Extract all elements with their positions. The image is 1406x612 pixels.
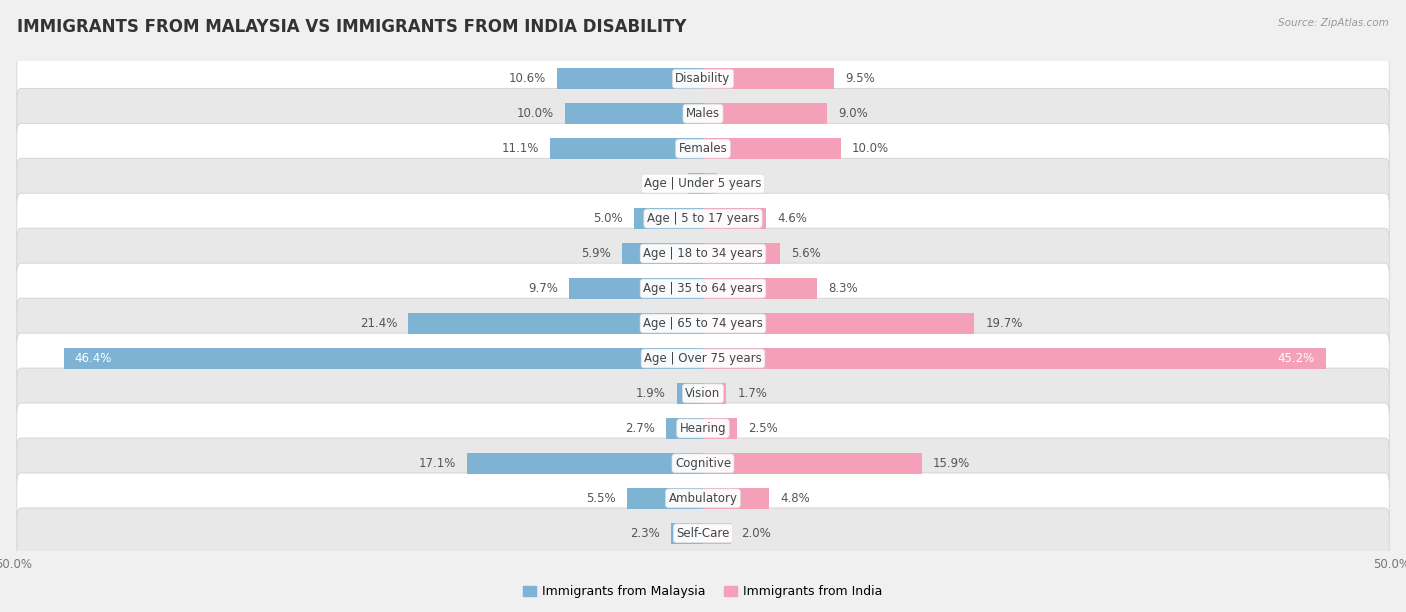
FancyBboxPatch shape — [17, 473, 1389, 524]
Bar — [703, 68, 834, 89]
Text: 1.0%: 1.0% — [728, 177, 758, 190]
Bar — [703, 138, 841, 159]
Bar — [703, 418, 738, 439]
FancyBboxPatch shape — [17, 298, 1389, 349]
Text: 1.7%: 1.7% — [738, 387, 768, 400]
Text: Age | 18 to 34 years: Age | 18 to 34 years — [643, 247, 763, 260]
Text: 21.4%: 21.4% — [360, 317, 396, 330]
Text: Hearing: Hearing — [679, 422, 727, 435]
Text: 10.0%: 10.0% — [852, 142, 889, 155]
Text: Disability: Disability — [675, 72, 731, 85]
Text: 10.0%: 10.0% — [517, 107, 554, 120]
Text: 9.5%: 9.5% — [845, 72, 875, 85]
Text: Age | 65 to 74 years: Age | 65 to 74 years — [643, 317, 763, 330]
Bar — [550, 138, 703, 159]
Text: 5.9%: 5.9% — [581, 247, 610, 260]
Bar — [63, 348, 703, 369]
FancyBboxPatch shape — [17, 53, 1389, 104]
Bar — [703, 348, 1326, 369]
Text: 10.6%: 10.6% — [509, 72, 546, 85]
Bar — [671, 523, 703, 544]
Text: 2.5%: 2.5% — [748, 422, 778, 435]
Bar — [688, 173, 703, 194]
Bar — [703, 523, 731, 544]
Text: 2.7%: 2.7% — [624, 422, 655, 435]
Text: Vision: Vision — [685, 387, 721, 400]
Bar — [467, 453, 703, 474]
Text: Males: Males — [686, 107, 720, 120]
Text: 4.8%: 4.8% — [780, 492, 810, 505]
Text: 46.4%: 46.4% — [75, 352, 112, 365]
Bar — [703, 488, 769, 509]
Text: 11.1%: 11.1% — [502, 142, 538, 155]
Text: Age | 5 to 17 years: Age | 5 to 17 years — [647, 212, 759, 225]
Bar — [569, 278, 703, 299]
Text: 1.1%: 1.1% — [647, 177, 676, 190]
FancyBboxPatch shape — [17, 368, 1389, 419]
Text: 5.6%: 5.6% — [792, 247, 821, 260]
Bar — [565, 103, 703, 124]
Text: Age | 35 to 64 years: Age | 35 to 64 years — [643, 282, 763, 295]
Bar — [666, 418, 703, 439]
Text: 15.9%: 15.9% — [934, 457, 970, 470]
Bar — [703, 243, 780, 264]
Text: 17.1%: 17.1% — [419, 457, 457, 470]
FancyBboxPatch shape — [17, 438, 1389, 489]
FancyBboxPatch shape — [17, 333, 1389, 384]
FancyBboxPatch shape — [17, 228, 1389, 279]
Text: Age | Over 75 years: Age | Over 75 years — [644, 352, 762, 365]
FancyBboxPatch shape — [17, 88, 1389, 139]
Bar — [634, 208, 703, 229]
Text: 19.7%: 19.7% — [986, 317, 1022, 330]
Bar — [627, 488, 703, 509]
Text: 9.0%: 9.0% — [838, 107, 868, 120]
FancyBboxPatch shape — [17, 263, 1389, 314]
FancyBboxPatch shape — [17, 508, 1389, 559]
Text: 5.0%: 5.0% — [593, 212, 623, 225]
Bar — [703, 453, 922, 474]
Legend: Immigrants from Malaysia, Immigrants from India: Immigrants from Malaysia, Immigrants fro… — [519, 580, 887, 603]
Text: 1.9%: 1.9% — [636, 387, 666, 400]
FancyBboxPatch shape — [17, 193, 1389, 244]
Text: 8.3%: 8.3% — [828, 282, 858, 295]
Bar — [557, 68, 703, 89]
Text: Age | Under 5 years: Age | Under 5 years — [644, 177, 762, 190]
Bar — [703, 173, 717, 194]
Text: Source: ZipAtlas.com: Source: ZipAtlas.com — [1278, 18, 1389, 28]
Bar — [703, 103, 827, 124]
Text: IMMIGRANTS FROM MALAYSIA VS IMMIGRANTS FROM INDIA DISABILITY: IMMIGRANTS FROM MALAYSIA VS IMMIGRANTS F… — [17, 18, 686, 36]
Text: Ambulatory: Ambulatory — [668, 492, 738, 505]
Bar — [621, 243, 703, 264]
Bar — [703, 278, 817, 299]
Bar — [703, 208, 766, 229]
FancyBboxPatch shape — [17, 123, 1389, 174]
Text: 2.3%: 2.3% — [630, 527, 661, 540]
Text: 45.2%: 45.2% — [1278, 352, 1315, 365]
Text: Self-Care: Self-Care — [676, 527, 730, 540]
Bar — [703, 383, 727, 404]
Bar — [703, 313, 974, 334]
FancyBboxPatch shape — [17, 159, 1389, 209]
Text: 5.5%: 5.5% — [586, 492, 616, 505]
Bar — [408, 313, 703, 334]
Text: 2.0%: 2.0% — [741, 527, 772, 540]
Bar — [676, 383, 703, 404]
Text: 9.7%: 9.7% — [529, 282, 558, 295]
FancyBboxPatch shape — [17, 403, 1389, 453]
Text: 4.6%: 4.6% — [778, 212, 807, 225]
Text: Females: Females — [679, 142, 727, 155]
Text: Cognitive: Cognitive — [675, 457, 731, 470]
